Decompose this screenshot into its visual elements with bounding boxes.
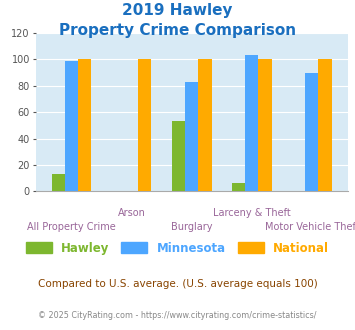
Text: Larceny & Theft: Larceny & Theft: [213, 208, 291, 218]
Legend: Hawley, Minnesota, National: Hawley, Minnesota, National: [21, 237, 334, 259]
Text: 2019 Hawley: 2019 Hawley: [122, 3, 233, 18]
Text: Arson: Arson: [118, 208, 146, 218]
Text: All Property Crime: All Property Crime: [27, 222, 116, 232]
Text: © 2025 CityRating.com - https://www.cityrating.com/crime-statistics/: © 2025 CityRating.com - https://www.city…: [38, 311, 317, 320]
Bar: [52, 174, 65, 191]
Bar: [65, 61, 78, 191]
Text: Motor Vehicle Theft: Motor Vehicle Theft: [264, 222, 355, 232]
Bar: [138, 59, 152, 191]
Bar: [78, 59, 91, 191]
Bar: [258, 59, 272, 191]
Text: Compared to U.S. average. (U.S. average equals 100): Compared to U.S. average. (U.S. average …: [38, 279, 317, 289]
Bar: [305, 73, 318, 191]
Bar: [185, 82, 198, 191]
Bar: [245, 55, 258, 191]
Text: Property Crime Comparison: Property Crime Comparison: [59, 23, 296, 38]
Bar: [198, 59, 212, 191]
Bar: [232, 183, 245, 191]
Bar: [318, 59, 332, 191]
Text: Burglary: Burglary: [171, 222, 212, 232]
Bar: [172, 121, 185, 191]
